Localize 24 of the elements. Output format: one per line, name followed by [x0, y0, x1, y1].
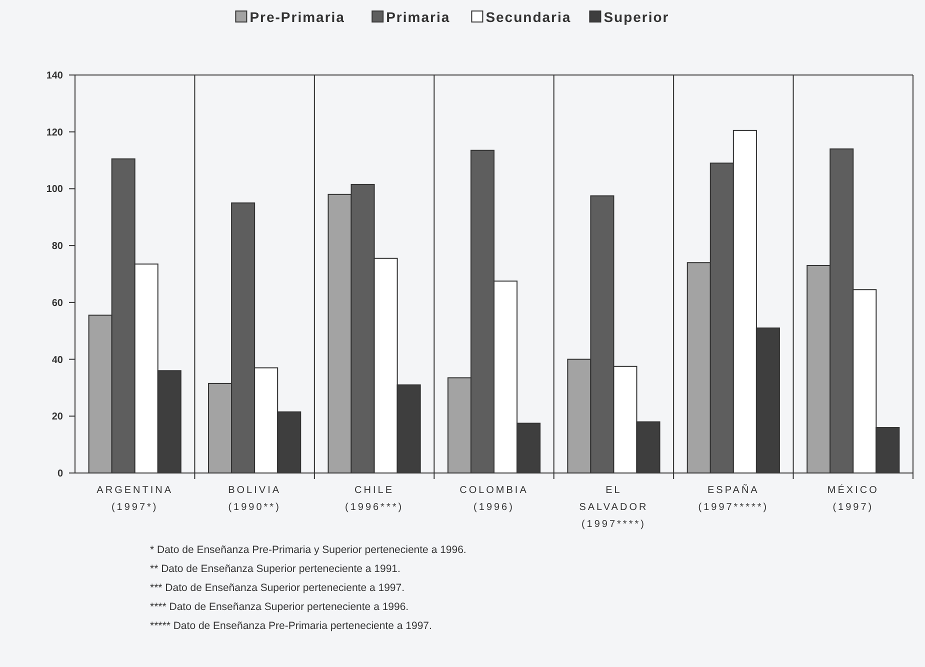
legend-label: Primaria [386, 9, 450, 25]
text: ***** Dato de Enseñanza Pre-Primaria perteneciente a 1997. [150, 620, 432, 632]
x-tick-label: BOLIVIA (1990**) [228, 485, 282, 513]
x-tick-label: CHILE (1996***) [344, 485, 404, 513]
y-tick-label: 20 [52, 412, 64, 423]
y-tick-label: 120 [46, 127, 64, 138]
legend-label: Pre-Primaria [250, 9, 345, 25]
y-tick-label: 0 [57, 468, 64, 480]
y-tick-label: 40 [52, 354, 64, 366]
x-tick-label: EL SALVADOR (1997****) [579, 485, 648, 530]
x-tick-label: MÉXICO (1997) [827, 484, 879, 513]
text: ** Dato de Enseñanza Superior perteneciente a 1991. [150, 563, 400, 575]
legend-label: Superior [604, 9, 670, 25]
x-tick-label: COLOMBIA (1996) [460, 485, 528, 513]
legend-label: Secundaria [486, 9, 572, 25]
y-tick-label: 140 [46, 70, 64, 82]
y-tick-label: 60 [52, 298, 64, 309]
y-tick-label: 80 [52, 241, 64, 252]
text: **** Dato de Enseñanza Superior perteneciente a 1996. [150, 601, 409, 613]
text: * Dato de Enseñanza Pre-Primaria y Superior perteneciente a 1996. [150, 544, 466, 556]
y-tick-label: 100 [46, 184, 64, 196]
text: *** Dato de Enseñanza Superior perteneciente a 1997. [150, 582, 405, 594]
x-tick-label: ESPAÑA (1997*****) [698, 484, 769, 513]
x-tick-label: ARGENTINA (1997*) [96, 485, 174, 513]
